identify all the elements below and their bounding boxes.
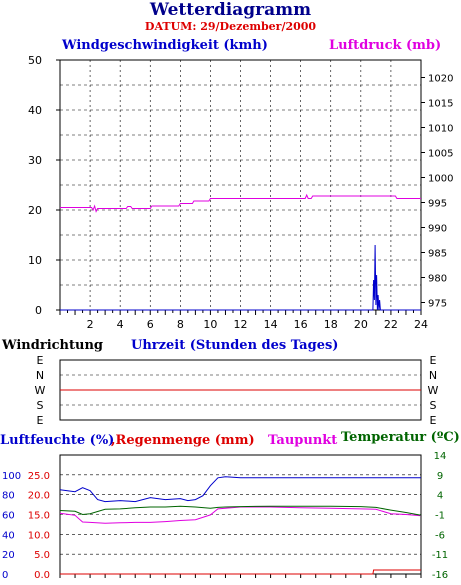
y-tick-label-rain: 0.0 — [34, 570, 50, 581]
wind-speed-line — [60, 244, 421, 311]
y-tick-label-rain: 5.0 — [34, 550, 50, 561]
rain-axis-label-text: ,Regenmenge (mm) — [111, 433, 255, 448]
y-tick-label-temp: -1 — [435, 511, 445, 522]
y-tick-label-temp: -11 — [432, 550, 448, 561]
page-subtitle: DATUM: 29/Dezember/2000 — [144, 20, 317, 33]
y-tick-label-rain: 25.0 — [28, 471, 50, 482]
dewpoint-label: Taupunkt — [268, 433, 338, 448]
x-tick-label: 22 — [384, 318, 398, 331]
y-tick-label-temp: 9 — [437, 471, 443, 482]
y-tick-label-pressure: 985 — [428, 249, 447, 260]
x-tick-label: 10 — [203, 318, 217, 331]
y-tick-label-temp: -6 — [435, 530, 445, 541]
y-tick-label-pressure: 1010 — [428, 124, 453, 135]
x-tick-label: 24 — [414, 318, 428, 331]
humidity-axis-label: Luftfeuchte (%) — [0, 433, 115, 448]
y-tick-label-pressure: 1020 — [428, 74, 453, 85]
direction-label-left: S — [37, 399, 44, 412]
direction-label-right: W — [428, 384, 439, 397]
x-tick-label: 4 — [117, 318, 124, 331]
wind-direction-label: Windrichtung — [2, 338, 104, 353]
y-tick-label-humidity: 20 — [2, 550, 15, 561]
temperature-line — [59, 505, 422, 516]
y-tick-label-pressure: 1000 — [428, 174, 453, 185]
y-tick-label-temp: -16 — [432, 570, 448, 581]
x-tick-label: 18 — [324, 318, 338, 331]
y-tick-label-pressure: 980 — [428, 274, 447, 285]
y-tick-label-temp: 14 — [434, 451, 447, 462]
pressure-line — [60, 193, 421, 213]
y-tick-label-wind: 10 — [28, 254, 42, 267]
y-tick-label-wind: 0 — [35, 304, 42, 317]
y-tick-label-rain: 20.0 — [28, 491, 50, 502]
y-tick-label-pressure: 975 — [428, 299, 447, 310]
x-tick-label: 2 — [87, 318, 94, 331]
x-tick-label: 16 — [294, 318, 308, 331]
y-tick-label-rain: 10.0 — [28, 530, 50, 541]
direction-label-right: E — [430, 414, 437, 427]
y-tick-label-humidity: 0 — [2, 570, 8, 581]
y-tick-label-pressure: 990 — [428, 224, 447, 235]
y-tick-label-rain: 15.0 — [28, 511, 50, 522]
y-tick-label-humidity: 60 — [2, 511, 15, 522]
y-tick-label-temp: 4 — [437, 491, 443, 502]
direction-label-right: E — [430, 354, 437, 367]
page-title: Wetterdiagramm — [149, 0, 312, 20]
y-tick-label-humidity: 40 — [2, 530, 15, 541]
direction-label-left: N — [36, 369, 44, 382]
y-tick-label-wind: 30 — [28, 154, 42, 167]
x-tick-label: 12 — [234, 318, 248, 331]
y-tick-label-pressure: 1015 — [428, 99, 453, 110]
y-tick-label-wind: 50 — [28, 54, 42, 67]
y-tick-label-wind: 40 — [28, 104, 42, 117]
wind-speed-axis-label: Windgeschwindigkeit (kmh) — [62, 38, 268, 53]
x-tick-label: 14 — [264, 318, 278, 331]
pressure-axis-label: Luftdruck (mb) — [329, 38, 442, 53]
rain-line — [60, 569, 421, 575]
temperature-axis-label: Temperatur (ºC) — [341, 430, 460, 445]
y-tick-label-humidity: 80 — [2, 491, 15, 502]
direction-label-right: N — [429, 369, 437, 382]
humidity-line — [59, 476, 421, 503]
direction-label-right: S — [430, 399, 437, 412]
x-tick-label: 8 — [177, 318, 184, 331]
x-tick-label: 20 — [354, 318, 368, 331]
y-tick-label-pressure: 995 — [428, 199, 447, 210]
direction-label-left: E — [37, 354, 44, 367]
direction-label-left: E — [37, 414, 44, 427]
y-tick-label-humidity: 100 — [2, 471, 21, 482]
y-tick-label-wind: 20 — [28, 204, 42, 217]
dewpoint-line — [59, 506, 422, 524]
direction-label-left: W — [35, 384, 46, 397]
time-axis-label: Uhrzeit (Stunden des Tages) — [131, 338, 339, 353]
y-tick-label-pressure: 1005 — [428, 149, 453, 160]
rain-axis-label: Regenmenge (mm) — [115, 433, 255, 448]
x-tick-label: 6 — [147, 318, 154, 331]
